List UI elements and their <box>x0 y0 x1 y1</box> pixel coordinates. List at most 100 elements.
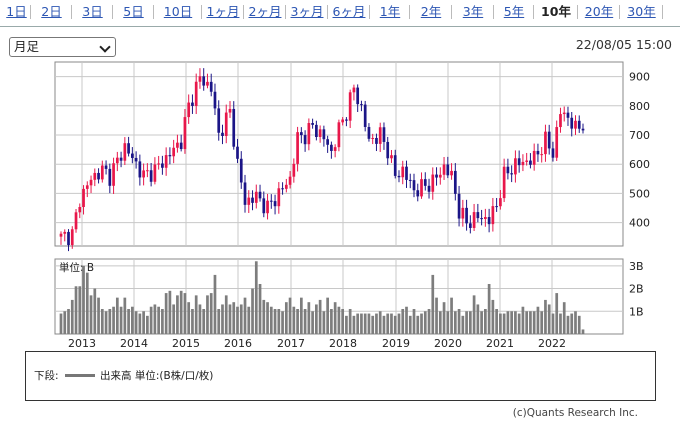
candle-body <box>562 112 566 115</box>
candle-body <box>570 117 574 129</box>
volume-bar <box>356 313 360 334</box>
volume-bar <box>206 295 209 334</box>
candle-body <box>209 81 213 92</box>
x-tick-label: 2018 <box>329 337 357 350</box>
volume-bar <box>266 302 269 334</box>
candle-body <box>544 131 547 155</box>
volume-bar <box>142 311 145 334</box>
candle-body <box>254 191 258 203</box>
candle-body <box>427 185 431 192</box>
candle-body <box>341 119 345 123</box>
tab-3[interactable]: 5日 <box>113 2 154 22</box>
volume-bar <box>577 315 581 334</box>
candle-body <box>382 127 386 142</box>
tab-7[interactable]: 3ヶ月 <box>286 2 328 22</box>
volume-bar <box>574 311 577 334</box>
volume-bar <box>393 315 397 334</box>
tab-15[interactable]: 30年 <box>620 2 663 22</box>
volume-bar <box>254 261 258 334</box>
candle-body <box>266 200 269 214</box>
volume-bar <box>420 313 423 334</box>
volume-bar <box>191 309 194 334</box>
volume-bar <box>465 311 468 334</box>
volume-bar <box>510 311 513 334</box>
candle-body <box>416 190 420 197</box>
candle-body <box>348 92 352 121</box>
candle-body <box>390 155 393 159</box>
candle-body <box>363 104 367 127</box>
candle-body <box>82 188 85 208</box>
volume-bar <box>484 309 487 334</box>
tab-11[interactable]: 3年 <box>452 2 494 22</box>
tab-6[interactable]: 2ヶ月 <box>244 2 286 22</box>
tab-12[interactable]: 5年 <box>494 2 534 22</box>
candle-body <box>63 231 67 234</box>
volume-bar <box>547 304 551 334</box>
candle-body <box>480 218 483 220</box>
volume-bar <box>438 311 442 334</box>
candle-body <box>499 198 502 207</box>
volume-bar <box>499 313 502 334</box>
candle-body <box>397 175 401 178</box>
volume-bar <box>131 306 134 334</box>
volume-bar <box>187 302 191 334</box>
volume-legend-swatch <box>65 374 95 377</box>
period-select-value: 月足 <box>14 39 40 54</box>
candle-body <box>303 135 307 145</box>
volume-bar <box>85 272 89 334</box>
tab-13[interactable]: 10年 <box>534 2 578 22</box>
x-tick-label: 2014 <box>120 337 148 350</box>
volume-bar <box>453 311 457 334</box>
volume-bar <box>480 311 483 334</box>
tab-8[interactable]: 6ヶ月 <box>328 2 370 22</box>
volume-bar <box>262 299 266 334</box>
tab-0[interactable]: 1日 <box>2 2 31 22</box>
candle-body <box>292 163 296 177</box>
candle-body <box>412 180 416 191</box>
candle-body <box>142 170 145 178</box>
volume-bar <box>559 313 562 334</box>
candle-body <box>70 229 74 246</box>
candle-body <box>258 191 262 199</box>
candle-body <box>262 198 266 214</box>
tab-divider <box>0 26 680 27</box>
tab-10[interactable]: 2年 <box>410 2 452 22</box>
volume-bar <box>472 295 476 334</box>
candle-body <box>360 104 363 106</box>
volume-bar <box>382 315 386 334</box>
candle-body <box>566 112 570 118</box>
period-select[interactable]: 月足 <box>9 37 116 57</box>
volume-tick-label: 1B <box>629 305 644 318</box>
candle-body <box>307 123 311 145</box>
tab-2[interactable]: 3日 <box>72 2 113 22</box>
candle-body <box>495 206 498 208</box>
candle-body <box>532 150 536 165</box>
candle-body <box>315 124 318 137</box>
volume-bar <box>551 313 555 334</box>
tab-14[interactable]: 20年 <box>578 2 620 22</box>
candle-body <box>168 155 172 157</box>
volume-bar <box>277 309 281 334</box>
volume-bar <box>115 297 119 334</box>
volume-bar <box>183 293 187 334</box>
volume-bar <box>164 293 168 334</box>
volume-bar <box>82 265 85 334</box>
tab-1[interactable]: 2日 <box>31 2 72 22</box>
volume-bar <box>581 329 585 334</box>
legend-prefix: 下段: <box>34 370 59 382</box>
tab-9[interactable]: 1年 <box>370 2 410 22</box>
tab-4[interactable]: 10日 <box>154 2 202 22</box>
volume-bar <box>532 311 536 334</box>
volume-bar <box>172 304 176 334</box>
candle-body <box>326 139 329 145</box>
copyright: (c)Quants Research Inc. <box>512 407 638 419</box>
candle-body <box>198 76 202 82</box>
candle-body <box>333 147 337 151</box>
volume-bar <box>517 313 521 334</box>
volume-bar <box>536 306 540 334</box>
candle-body <box>356 87 360 105</box>
candle-body <box>112 163 115 186</box>
tab-5[interactable]: 1ヶ月 <box>202 2 244 22</box>
candle-body <box>517 158 521 166</box>
volume-bar <box>416 315 420 334</box>
